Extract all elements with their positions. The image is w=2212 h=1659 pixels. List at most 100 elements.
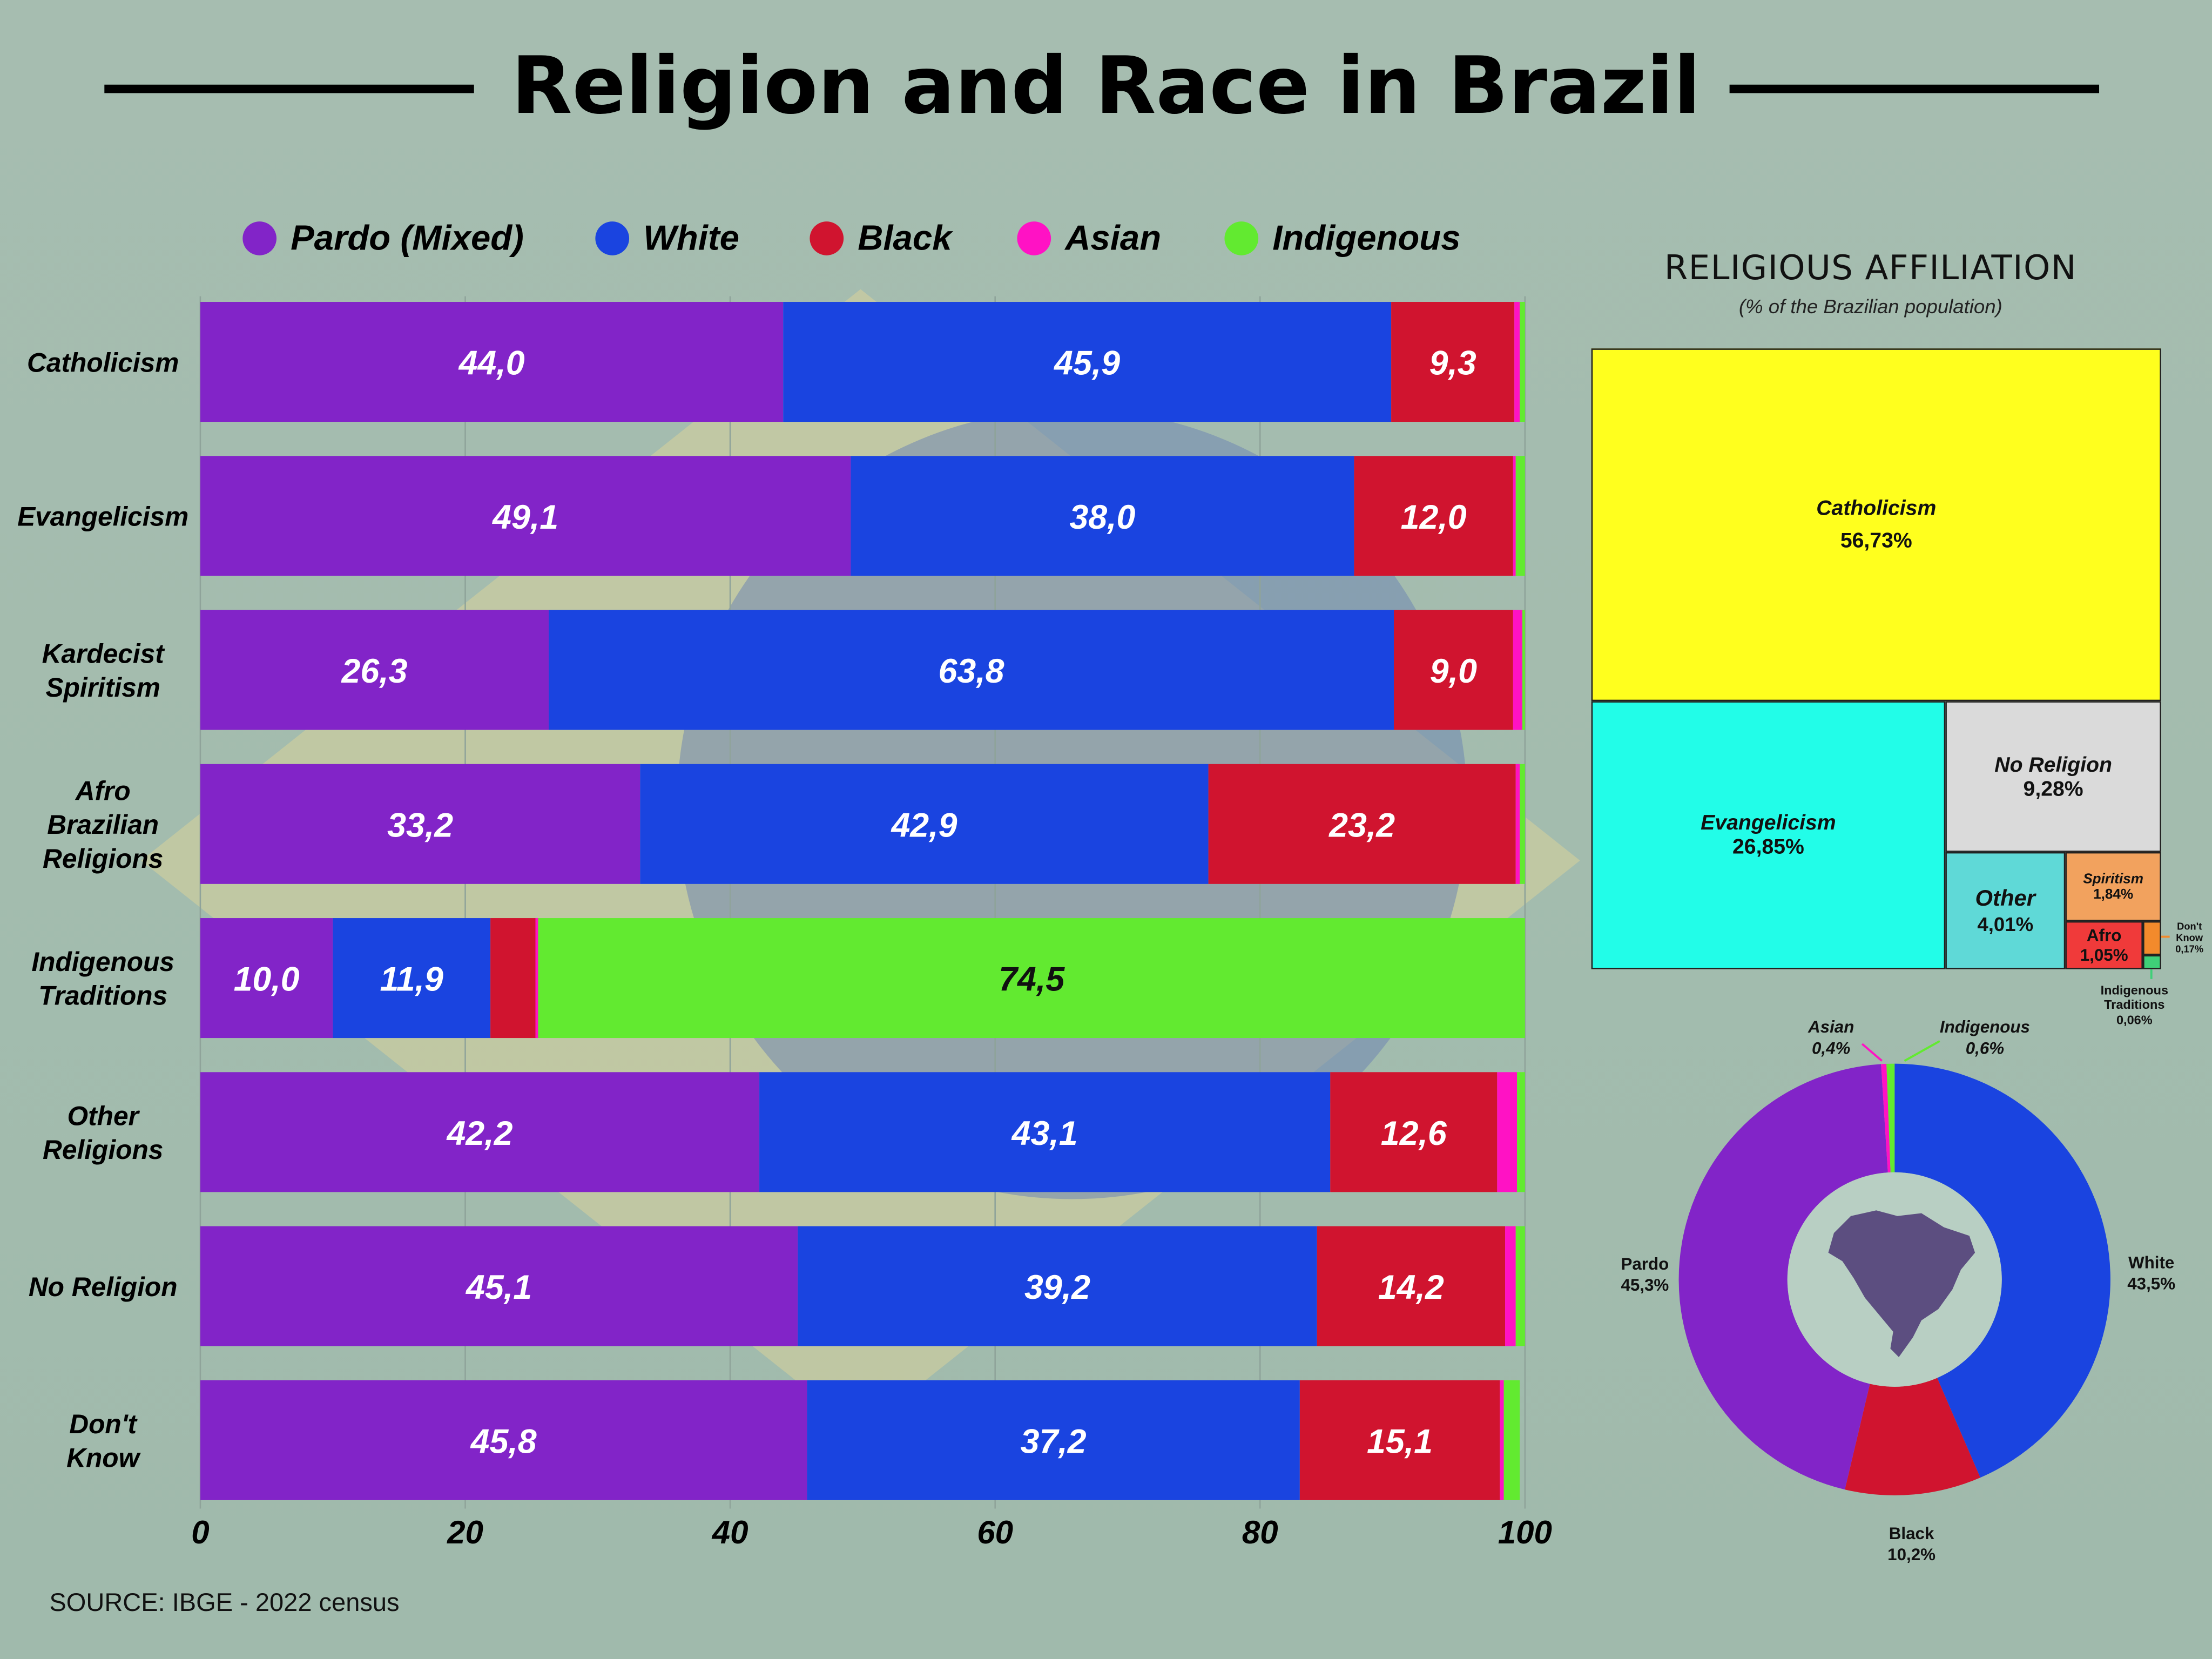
- treemap-cell-afro: Afro 1,05%: [2065, 921, 2143, 969]
- bar-value-label: 26,3: [341, 652, 407, 690]
- category-label: Brazilian: [47, 810, 159, 840]
- bar-value-label: 45,9: [1053, 345, 1120, 382]
- donut-label-indigenous: Indigenous: [1940, 1017, 2030, 1036]
- category-label: No Religion: [29, 1272, 178, 1302]
- legend-label: White: [643, 218, 739, 258]
- page-title: Religion and Race in Brazil: [511, 41, 1701, 133]
- indigenous-traditions-name: Indigenous Traditions: [2100, 983, 2169, 1012]
- bar-value-label: 33,2: [387, 806, 453, 844]
- bar-segment: [851, 456, 1354, 576]
- treemap-cell-name: Catholicism: [1816, 496, 1937, 521]
- indigenous-callout-arrow: [1904, 1040, 1940, 1062]
- legend-item-white: White: [595, 214, 739, 262]
- treemap-cell-value: 9,28%: [2023, 777, 2083, 801]
- category-label: Know: [66, 1442, 141, 1473]
- bar-segment: [1515, 1226, 1525, 1346]
- bar-value-label: 74,5: [999, 961, 1065, 999]
- bar-value-label: 14,2: [1378, 1269, 1444, 1306]
- treemap-cell-value: 56,73%: [1840, 529, 1912, 554]
- indigenous-traditions-callout: Indigenous Traditions 0,06%: [2085, 983, 2184, 1027]
- dont-know-value: 0,17%: [2175, 945, 2204, 955]
- bar-segment: [798, 1226, 1317, 1346]
- treemap-cell-name: Spiritism: [2083, 871, 2144, 887]
- treemap-cell-dont-know: [2143, 921, 2161, 955]
- category-label: Evangelicism: [17, 502, 188, 532]
- title-left-rule: [104, 84, 474, 93]
- bar-segment: [783, 302, 1392, 422]
- bar-value-label: 9,3: [1429, 345, 1476, 382]
- bar-segment: [1513, 456, 1516, 576]
- treemap-cell-value: 1,84%: [2093, 886, 2134, 902]
- x-tick-label: 0: [191, 1514, 209, 1550]
- bar-segment: [1517, 1072, 1525, 1192]
- category-label: Traditions: [38, 981, 167, 1011]
- bar-value-label: 10,0: [234, 961, 300, 999]
- bar-value-label: 9,0: [1430, 652, 1477, 690]
- legend-item-pardo: Pardo (Mixed): [242, 214, 524, 262]
- legend-item-asian: Asian: [1017, 214, 1161, 262]
- legend-swatch: [595, 221, 630, 255]
- bar-segment: [1391, 302, 1515, 422]
- bar-segment: [759, 1072, 1331, 1192]
- bar-segment: [200, 610, 549, 730]
- donut-label-pardo: 45,3%: [1621, 1276, 1669, 1294]
- legend-item-indigenous: Indigenous: [1224, 214, 1461, 262]
- bar-value-label: 45,8: [470, 1422, 537, 1460]
- indigenous-traditions-value: 0,06%: [2116, 1012, 2153, 1027]
- bar-value-label: 37,2: [1021, 1422, 1087, 1460]
- legend-label: Pardo (Mixed): [291, 218, 524, 258]
- bar-segment: [807, 1380, 1300, 1500]
- title-right-rule: [1729, 84, 2100, 93]
- bar-value-label: 42,2: [446, 1115, 512, 1152]
- x-tick-label: 100: [1498, 1514, 1552, 1550]
- bar-segment: [1520, 764, 1525, 884]
- bar-segment: [1354, 456, 1513, 576]
- bar-value-label: 23,2: [1328, 806, 1395, 844]
- bar-segment: [1503, 1380, 1520, 1500]
- x-tick-label: 20: [447, 1514, 483, 1550]
- treemap-cell-value: 26,85%: [1732, 835, 1804, 859]
- treemap-cell-name: Afro: [2086, 925, 2122, 946]
- treemap-cell-name: No Religion: [1994, 752, 2112, 777]
- donut-label-asian: Asian: [1808, 1017, 1854, 1036]
- legend-label: Asian: [1065, 218, 1162, 258]
- bar-segment: [1497, 1072, 1518, 1192]
- bar-segment: [200, 1226, 798, 1346]
- x-tick-label: 80: [1242, 1514, 1278, 1550]
- treemap-subtitle: (% of the Brazilian population): [1738, 294, 2002, 318]
- bar-value-label: 38,0: [1069, 498, 1135, 536]
- bar-segment: [1515, 764, 1520, 884]
- bar-segment: [1522, 610, 1525, 730]
- bar-segment: [200, 918, 333, 1038]
- category-label: Religions: [43, 844, 163, 874]
- category-label: Other: [68, 1101, 140, 1131]
- bar-segment: [1520, 302, 1525, 422]
- legend-label: Black: [858, 218, 952, 258]
- brazil-map-icon: [1828, 1210, 1975, 1357]
- treemap-cell-value: 4,01%: [1977, 912, 2034, 935]
- dont-know-callout: Don't Know 0,17%: [2167, 922, 2212, 956]
- bar-segment: [1299, 1380, 1500, 1500]
- bar-value-label: 12,0: [1401, 498, 1467, 536]
- category-label: Don't: [69, 1409, 138, 1439]
- treemap-cell-evangelicism: Evangelicism 26,85%: [1591, 701, 1946, 969]
- bar-value-label: 63,8: [939, 652, 1004, 690]
- bar-segment: [200, 302, 784, 422]
- x-tick-label: 40: [712, 1514, 748, 1550]
- bar-segment: [1513, 610, 1522, 730]
- bar-value-label: 12,6: [1381, 1115, 1447, 1152]
- bar-value-label: 42,9: [890, 806, 957, 844]
- treemap-title: RELIGIOUS AFFILIATION: [1664, 248, 2077, 288]
- bar-value-label: 45,1: [465, 1269, 532, 1306]
- category-label: Kardecist: [42, 638, 166, 669]
- category-label: Catholicism: [27, 347, 179, 377]
- bar-segment: [1317, 1226, 1506, 1346]
- category-label: Indigenous: [31, 947, 174, 977]
- bar-segment: [640, 764, 1209, 884]
- legend-swatch: [810, 221, 844, 255]
- legend-swatch: [242, 221, 277, 255]
- donut-slice: [1881, 1063, 1891, 1173]
- legend-item-black: Black: [810, 214, 952, 262]
